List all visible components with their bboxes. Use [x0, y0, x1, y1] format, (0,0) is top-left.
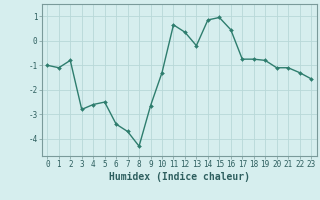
- X-axis label: Humidex (Indice chaleur): Humidex (Indice chaleur): [109, 172, 250, 182]
